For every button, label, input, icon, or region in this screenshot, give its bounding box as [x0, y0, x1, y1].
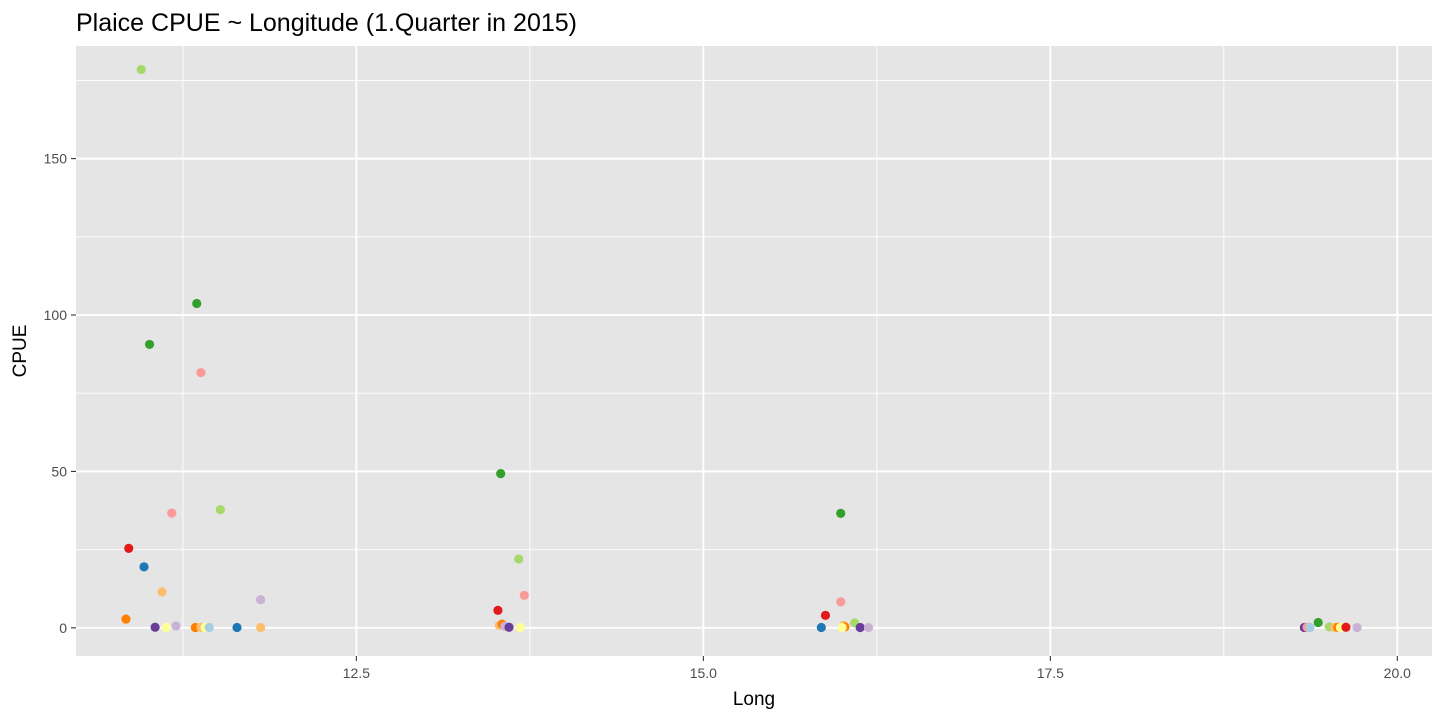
data-point: [161, 622, 171, 633]
grid-major: [76, 46, 1432, 656]
data-point: [136, 64, 146, 75]
y-tick-label: 100: [44, 307, 68, 323]
data-point: [1341, 622, 1351, 632]
data-point: [150, 622, 160, 632]
y-tick-label: 150: [44, 151, 68, 167]
y-axis-ticks: 0 50 100 150: [44, 151, 76, 636]
plot-panel: [76, 46, 1432, 656]
data-point: [1352, 622, 1362, 633]
x-axis-ticks: 12.5 15.0 17.5 20.0: [343, 656, 1411, 681]
data-point: [124, 543, 134, 553]
data-point: [139, 562, 149, 572]
data-point: [504, 622, 514, 632]
data-point: [493, 605, 503, 615]
data-points: [121, 64, 1362, 633]
data-point: [121, 614, 131, 624]
data-point: [863, 622, 874, 633]
data-point: [1305, 622, 1315, 633]
data-point: [855, 622, 865, 633]
data-point: [836, 597, 846, 607]
data-point: [816, 622, 826, 633]
data-point: [196, 367, 206, 378]
data-point: [820, 610, 831, 620]
x-tick-label: 20.0: [1384, 665, 1411, 681]
x-tick-label: 12.5: [343, 665, 370, 681]
data-point: [1313, 617, 1323, 628]
data-point: [837, 622, 847, 633]
data-point: [515, 622, 525, 633]
y-tick-label: 50: [51, 463, 67, 479]
data-point: [204, 622, 214, 633]
grid-minor: [76, 46, 1432, 656]
data-point: [514, 554, 524, 564]
data-point: [215, 505, 225, 515]
data-point: [171, 621, 181, 631]
data-point: [255, 622, 266, 633]
data-point: [157, 587, 167, 597]
data-point: [192, 298, 202, 309]
data-point: [232, 622, 242, 633]
y-axis-title: CPUE: [10, 325, 31, 378]
y-tick-label: 0: [59, 620, 67, 636]
data-point: [167, 508, 177, 518]
x-tick-label: 15.0: [690, 665, 717, 681]
data-point: [496, 469, 506, 479]
data-point: [519, 590, 529, 600]
chart-title: Plaice CPUE ~ Longitude (1.Quarter in 20…: [76, 9, 577, 37]
data-point: [836, 508, 846, 518]
x-tick-label: 17.5: [1037, 665, 1064, 681]
data-point: [255, 595, 266, 605]
data-point: [144, 339, 155, 350]
x-axis-title: Long: [733, 689, 775, 710]
